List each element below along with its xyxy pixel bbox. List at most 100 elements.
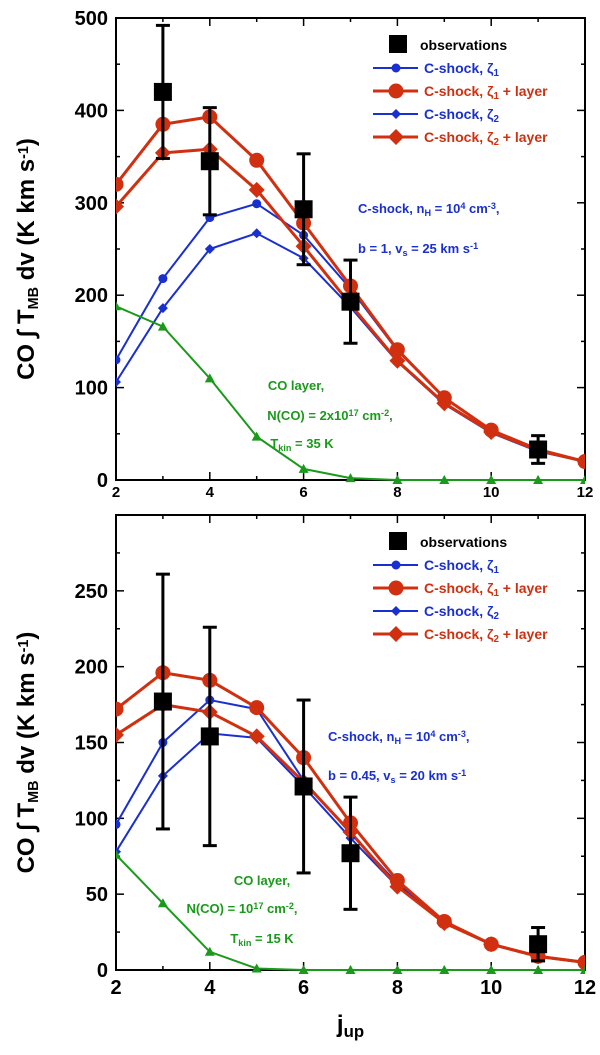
x-tick-label: 10 — [480, 977, 502, 999]
annotation-shock-line2: b = 0.45, vs = 20 km s-1 — [328, 768, 466, 785]
observation-point — [294, 777, 313, 796]
data-point-zeta2_layer — [389, 878, 406, 895]
data-layer — [116, 572, 585, 974]
x-tick-label: 6 — [298, 977, 309, 999]
y-axis-label: CO ∫ TMB dv (K km s-1) — [13, 138, 42, 380]
legend: observations C-shock, ζ1 C-shock, ζ1 + lay… — [373, 35, 548, 148]
y-tick-label: 200 — [75, 657, 108, 679]
data-point-zeta1 — [116, 355, 121, 365]
observation-point — [529, 440, 548, 459]
y-tick-label: 50 — [86, 884, 108, 906]
data-point-zeta1_layer — [249, 152, 265, 168]
x-tick-label: 8 — [393, 484, 401, 501]
observation-point — [341, 292, 360, 311]
y-tick-label: 150 — [75, 733, 108, 755]
data-point-layer — [392, 475, 403, 484]
data-point-zeta1_layer — [116, 176, 124, 192]
y-tick-label: 0 — [97, 470, 108, 492]
annotation-layer-line1: CO layer, — [268, 378, 324, 393]
data-point-zeta2_layer — [116, 726, 124, 743]
y-tick-label: 400 — [75, 100, 108, 122]
x-tick-label: 12 — [577, 484, 594, 501]
data-point-zeta2 — [204, 244, 215, 254]
legend-label-zeta2: C-shock, ζ2 — [424, 106, 499, 125]
data-point-zeta2_layer — [116, 198, 124, 215]
y-axis-label: CO ∫ TMB dv (K km s-1) — [13, 632, 42, 874]
annotation-layer-line2: N(CO) = 1017 cm-2, — [186, 901, 297, 916]
x-tick-label: 12 — [574, 977, 596, 999]
data-point-zeta2_layer — [577, 954, 585, 971]
data-point-zeta1_layer — [249, 700, 265, 716]
y-tick-label: 250 — [75, 581, 108, 603]
data-point-layer — [345, 473, 356, 483]
y-tick-label: 200 — [75, 285, 108, 307]
annotation-layer-line1: CO layer, — [234, 873, 290, 888]
data-point-layer — [439, 965, 450, 974]
legend-label-zeta2_layer: C-shock, ζ2 + layer — [424, 129, 548, 148]
legend-marker-observations — [389, 532, 407, 550]
legend: observations C-shock, ζ1 C-shock, ζ1 + lay… — [373, 532, 548, 645]
legend-label-zeta1: C-shock, ζ1 — [424, 557, 499, 576]
chart-panel-bottom: 2 4 6 8 10 12 0 50 100 150 200 250 CO ∫ TMB dv (K km… — [13, 514, 596, 1041]
legend-label-zeta1_layer: C-shock, ζ1 + layer — [424, 83, 548, 102]
data-point-zeta1 — [252, 199, 262, 209]
data-layer — [116, 23, 585, 484]
observation-point — [200, 727, 219, 746]
legend-marker-observations — [389, 35, 407, 53]
y-tick-label: 100 — [75, 808, 108, 830]
data-point-zeta1 — [158, 274, 168, 284]
observation-point — [153, 82, 172, 101]
data-point-layer — [204, 373, 215, 383]
data-point-layer — [251, 431, 262, 441]
data-point-zeta1 — [116, 819, 121, 829]
legend-marker-zeta1_layer — [388, 580, 404, 596]
data-point-layer — [116, 849, 121, 859]
legend-marker-zeta2_layer — [388, 129, 404, 145]
data-point-layer — [439, 475, 450, 484]
data-point-zeta2_layer — [389, 352, 406, 369]
legend-label-observations: observations — [420, 37, 507, 53]
data-point-zeta2 — [157, 303, 168, 314]
y-tick-label: 300 — [75, 193, 108, 215]
observation-point — [153, 692, 172, 711]
observation-point — [200, 152, 219, 171]
x-tick-label: 10 — [483, 484, 500, 501]
legend-label-observations: observations — [420, 534, 507, 550]
data-point-zeta1_layer — [116, 701, 124, 717]
x-axis-label: jup — [336, 1011, 364, 1041]
legend-label-zeta1_layer: C-shock, ζ1 + layer — [424, 580, 548, 599]
data-point-zeta2_layer — [436, 914, 453, 931]
chart-panel-top: 2 4 6 8 10 12 0 100 200 300 400 500 CO ∫ TMB dv (K k… — [13, 8, 593, 501]
data-point-layer — [392, 965, 403, 974]
data-point-zeta2_layer — [483, 936, 500, 953]
x-tick-label: 8 — [392, 977, 403, 999]
data-point-layer — [486, 475, 497, 484]
x-tick-label: 4 — [204, 977, 216, 999]
y-tick-label: 100 — [75, 378, 108, 400]
legend-marker-zeta2 — [391, 109, 401, 119]
x-tick-label: 6 — [299, 484, 307, 501]
data-point-layer — [251, 963, 262, 973]
data-point-layer — [157, 321, 168, 331]
legend-marker-zeta2 — [391, 606, 401, 616]
annotation-layer-line3: Tkin = 15 K — [230, 931, 294, 948]
legend-label-zeta2_layer: C-shock, ζ2 + layer — [424, 626, 548, 645]
legend-marker-zeta1 — [391, 560, 401, 570]
data-point-layer — [533, 475, 544, 484]
data-point-layer — [298, 965, 309, 974]
y-tick-label: 500 — [75, 8, 108, 30]
data-point-zeta2_layer — [248, 728, 265, 745]
data-point-layer — [533, 965, 544, 974]
observation-point — [529, 935, 548, 954]
observation-point — [341, 844, 360, 863]
annotation-layer-line2: N(CO) = 2x1017 cm-2, — [267, 408, 393, 423]
legend-marker-zeta2_layer — [388, 626, 404, 642]
data-point-layer — [157, 898, 168, 908]
data-point-layer — [580, 965, 585, 974]
data-point-layer — [345, 965, 356, 974]
data-point-layer — [116, 301, 121, 311]
data-point-zeta2_layer — [248, 181, 265, 198]
data-point-layer — [486, 965, 497, 974]
data-point-zeta1_layer — [389, 342, 405, 358]
annotation-shock-line1: C-shock, nH = 104 cm-3, — [358, 201, 500, 218]
